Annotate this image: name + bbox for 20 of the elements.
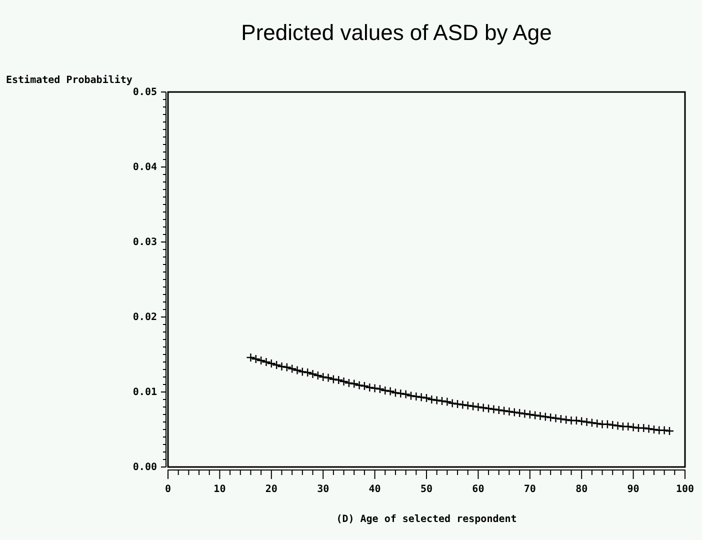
x-tick-label: 40 — [368, 484, 381, 495]
x-tick-label: 20 — [265, 484, 278, 495]
y-tick-label: 0.02 — [132, 312, 157, 324]
x-tick-label: 30 — [317, 484, 330, 495]
y-tick-label: 0.04 — [132, 162, 157, 174]
x-tick-label: 60 — [472, 484, 484, 495]
y-tick-label: 0.03 — [132, 237, 157, 248]
x-tick-label: 100 — [676, 484, 694, 495]
x-tick-label: 70 — [524, 484, 536, 495]
x-axis-title: (D) Age of selected respondent — [336, 514, 517, 525]
x-tick-label: 90 — [627, 484, 640, 495]
y-tick-label: 0.00 — [132, 462, 157, 474]
x-tick-label: 0 — [164, 484, 172, 495]
x-tick-label: 80 — [576, 484, 588, 495]
x-tick-label: 50 — [420, 484, 433, 495]
y-axis-title: Estimated Probability — [6, 74, 132, 86]
y-tick-label: 0.01 — [132, 387, 157, 398]
y-tick-label: 0.05 — [132, 87, 157, 98]
chart-title: Predicted values of ASD by Age — [241, 20, 552, 45]
x-tick-label: 10 — [214, 484, 226, 495]
